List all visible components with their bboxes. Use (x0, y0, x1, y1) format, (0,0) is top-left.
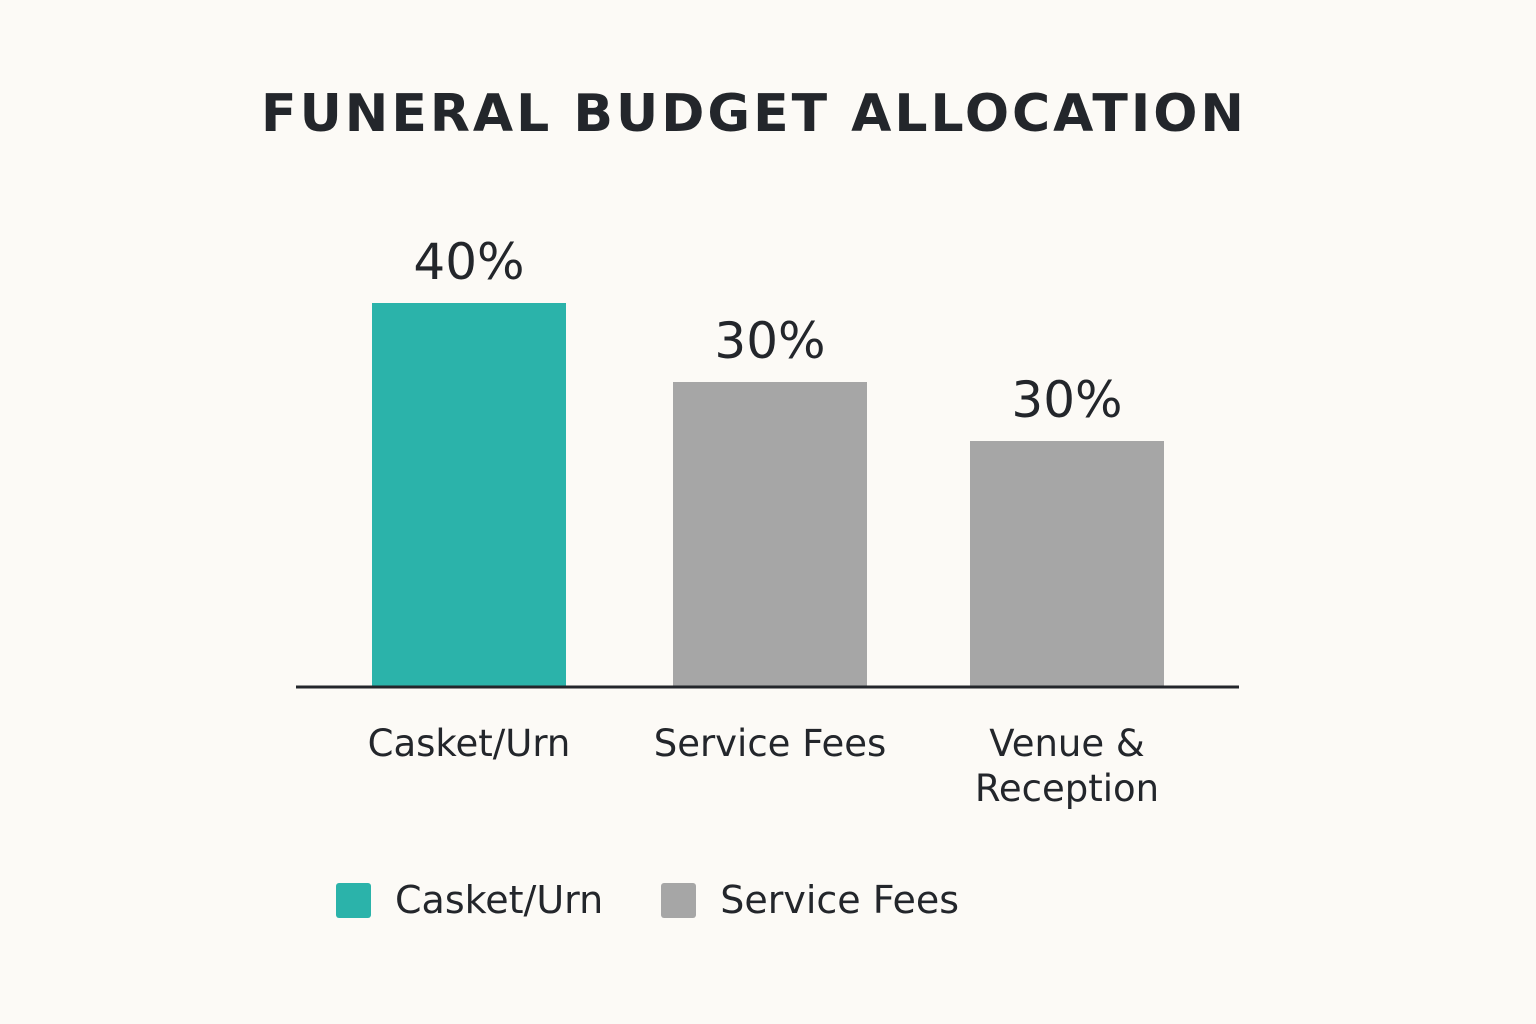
bars-layer (372, 303, 1164, 686)
category-label-casket-urn: Casket/Urn (368, 722, 571, 765)
legend-label-service-fees: Service Fees (720, 878, 960, 922)
legend-item-casket-urn: Casket/Urn (336, 878, 603, 922)
legend-swatch-service-fees (661, 882, 697, 918)
bar-casket-urn (372, 303, 566, 686)
legend-label-casket-urn: Casket/Urn (395, 878, 604, 922)
bar-venue-reception (970, 441, 1164, 686)
legend-item-service-fees: Service Fees (661, 878, 959, 922)
value-label-service-fees: 30% (714, 312, 825, 370)
legend-swatch-casket-urn (336, 882, 371, 918)
legend: Casket/Urn Service Fees (336, 872, 1017, 928)
value-label-casket-urn: 40% (413, 233, 524, 291)
value-label-venue-reception: 30% (1011, 371, 1122, 429)
bar-service-fees (673, 382, 867, 686)
labels-layer: 40% Casket/Urn 30% Service Fees 30% Venue & Re… (368, 233, 1160, 810)
chart-title: FUNERAL BUDGET ALLOCATION (261, 84, 1247, 144)
category-label-service-fees: Service Fees (654, 722, 887, 765)
category-label-venue-reception: Venue & Reception (975, 722, 1159, 810)
